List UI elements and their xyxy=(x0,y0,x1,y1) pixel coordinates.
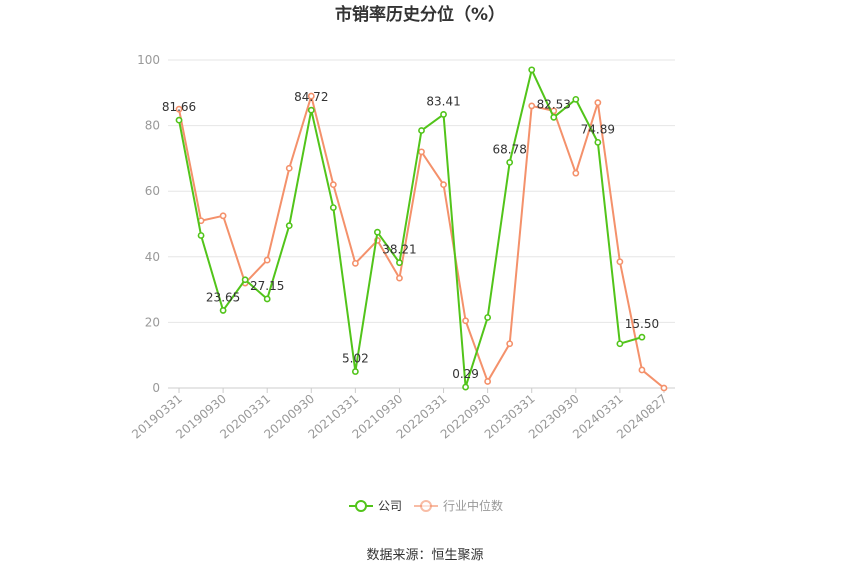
data-point-company xyxy=(616,340,624,348)
legend-label-industry: 行业中位数 xyxy=(443,498,503,513)
data-point-industry xyxy=(440,181,447,189)
data-point-company xyxy=(418,127,425,134)
data-point-company xyxy=(484,314,492,321)
data-point-company xyxy=(351,368,359,375)
y-tick-label: 0 xyxy=(152,381,160,395)
legend-marker-industry xyxy=(420,500,432,512)
data-label: 84.72 xyxy=(294,90,328,104)
data-point-industry xyxy=(219,212,227,220)
y-tick-label: 60 xyxy=(145,184,160,198)
legend-item-industry[interactable]: 行业中位数 xyxy=(414,498,503,513)
legend-item-company[interactable]: 公司 xyxy=(349,499,402,513)
data-point-company xyxy=(374,228,381,236)
data-label: 5.02 xyxy=(342,352,369,366)
series-layer xyxy=(175,66,668,392)
data-point-company xyxy=(396,259,403,267)
data-label: 27.15 xyxy=(250,279,284,293)
data-point-industry xyxy=(506,340,514,348)
data-point-company xyxy=(528,66,536,74)
series-line-industry xyxy=(178,95,665,389)
data-point-company xyxy=(329,204,337,211)
data-point-company xyxy=(263,295,271,303)
data-point-industry xyxy=(638,366,646,374)
data-point-company xyxy=(506,159,514,166)
data-label: 81.66 xyxy=(162,100,196,114)
data-point-industry xyxy=(418,148,425,156)
data-label: 38.21 xyxy=(382,243,416,257)
data-point-company xyxy=(462,383,469,391)
legend[interactable]: 公司 行业中位数 xyxy=(349,498,503,513)
data-label: 82.53 xyxy=(537,97,571,111)
data-point-industry xyxy=(660,384,668,392)
data-point-industry xyxy=(285,164,293,172)
data-label: 0.29 xyxy=(452,367,479,381)
data-point-company xyxy=(594,138,602,146)
data-point-industry xyxy=(616,258,624,266)
y-tick-label: 20 xyxy=(145,315,160,329)
data-point-industry xyxy=(175,105,183,113)
legend-label-company: 公司 xyxy=(378,499,402,513)
y-tick-label: 80 xyxy=(145,119,160,133)
source-text: 数据来源：恒生聚源 xyxy=(366,548,483,563)
x-axis: 2019033120190930202003312020093020210331… xyxy=(129,387,675,442)
y-tick-label: 40 xyxy=(145,250,160,264)
data-point-company xyxy=(440,111,447,118)
data-point-industry xyxy=(396,274,403,282)
legend-marker-company xyxy=(355,500,367,512)
data-point-company xyxy=(638,333,646,341)
data-labels: 81.66 23.65 27.15 84.72 5.02 38.21 83.41 0.29 68… xyxy=(162,90,659,381)
data-point-industry xyxy=(594,99,602,107)
data-point-industry xyxy=(307,92,315,100)
data-point-industry xyxy=(572,169,580,177)
data-label: 23.65 xyxy=(206,290,240,304)
data-label: 74.89 xyxy=(581,122,615,136)
data-point-company xyxy=(572,95,580,103)
data-point-industry xyxy=(484,378,492,385)
data-label: 15.50 xyxy=(625,317,659,331)
data-point-industry xyxy=(462,317,469,325)
y-tick-label: 100 xyxy=(137,53,160,67)
data-point-industry xyxy=(528,102,536,110)
series-line-company xyxy=(178,68,643,389)
data-label: 68.78 xyxy=(492,142,526,156)
data-point-company xyxy=(197,232,205,239)
data-point-company xyxy=(219,307,227,314)
chart-title: 市销率历史分位（%） xyxy=(335,4,505,25)
data-point-industry xyxy=(263,256,271,264)
y-axis: 0 20 40 60 80 100 xyxy=(137,53,160,395)
data-point-industry xyxy=(351,259,359,267)
data-point-company xyxy=(307,106,315,114)
data-point-company xyxy=(175,116,183,124)
data-point-company xyxy=(241,276,249,284)
data-label: 83.41 xyxy=(426,94,460,108)
data-point-company xyxy=(550,113,558,121)
data-point-company xyxy=(285,222,293,230)
data-point-industry xyxy=(329,181,337,189)
